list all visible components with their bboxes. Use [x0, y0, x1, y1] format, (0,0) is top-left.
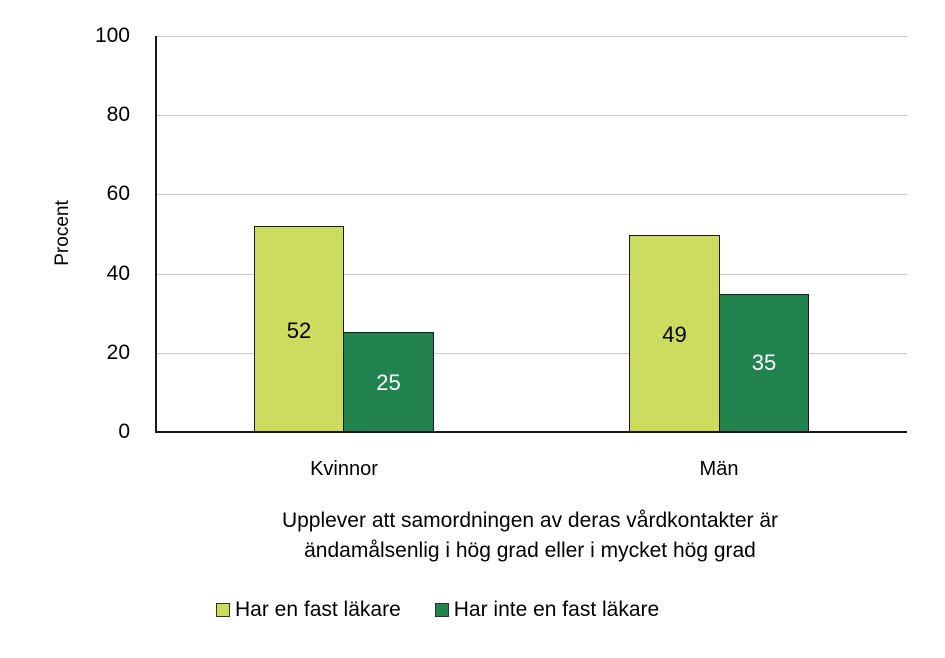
gridline-20 — [156, 353, 907, 354]
y-tick-100: 100 — [94, 24, 130, 47]
gridline-100 — [156, 36, 907, 37]
bar-kvinnor-har-fast-lakare: 52 — [254, 226, 344, 433]
legend-item-har-inte-fast-lakare: Har inte en fast läkare — [434, 598, 660, 622]
gridline-60 — [156, 194, 907, 195]
gridline-40 — [156, 274, 907, 275]
legend-swatch-light-green — [216, 603, 230, 617]
y-tick-0: 0 — [118, 420, 130, 443]
y-tick-80: 80 — [106, 103, 130, 126]
y-tick-40: 40 — [106, 262, 130, 285]
legend-swatch-dark-green — [434, 603, 449, 617]
gridline-80 — [156, 115, 907, 116]
data-label: 49 — [662, 322, 687, 347]
data-label: 25 — [376, 370, 401, 395]
x-axis-label-line-2: ändamålsenlig i hög grad eller i mycket … — [304, 539, 756, 562]
legend-item-har-fast-lakare: Har en fast läkare — [216, 598, 401, 622]
y-axis-line — [155, 36, 157, 433]
x-axis-label: Upplever att samordningen av deras vårdk… — [170, 506, 890, 566]
y-tick-20: 20 — [106, 341, 130, 364]
bar-man-har-inte-fast-lakare: 35 — [719, 294, 809, 433]
data-label: 52 — [286, 318, 312, 343]
y-axis-label: Procent — [52, 200, 73, 266]
x-axis-label-line-1: Upplever att samordningen av deras vårdk… — [281, 509, 779, 532]
data-label: 35 — [751, 350, 777, 375]
bar-kvinnor-har-inte-fast-lakare: 25 — [343, 332, 434, 433]
y-tick-60: 60 — [106, 182, 130, 205]
x-category-kvinnor: Kvinnor — [310, 458, 378, 480]
legend-label: Har inte en fast läkare — [453, 598, 660, 621]
legend: Har en fast läkare Har inte en fast läka… — [216, 598, 693, 622]
x-axis-line — [155, 431, 907, 433]
x-category-man: Män — [699, 458, 739, 480]
bar-man-har-fast-lakare: 49 — [629, 235, 720, 433]
legend-label: Har en fast läkare — [235, 598, 401, 621]
